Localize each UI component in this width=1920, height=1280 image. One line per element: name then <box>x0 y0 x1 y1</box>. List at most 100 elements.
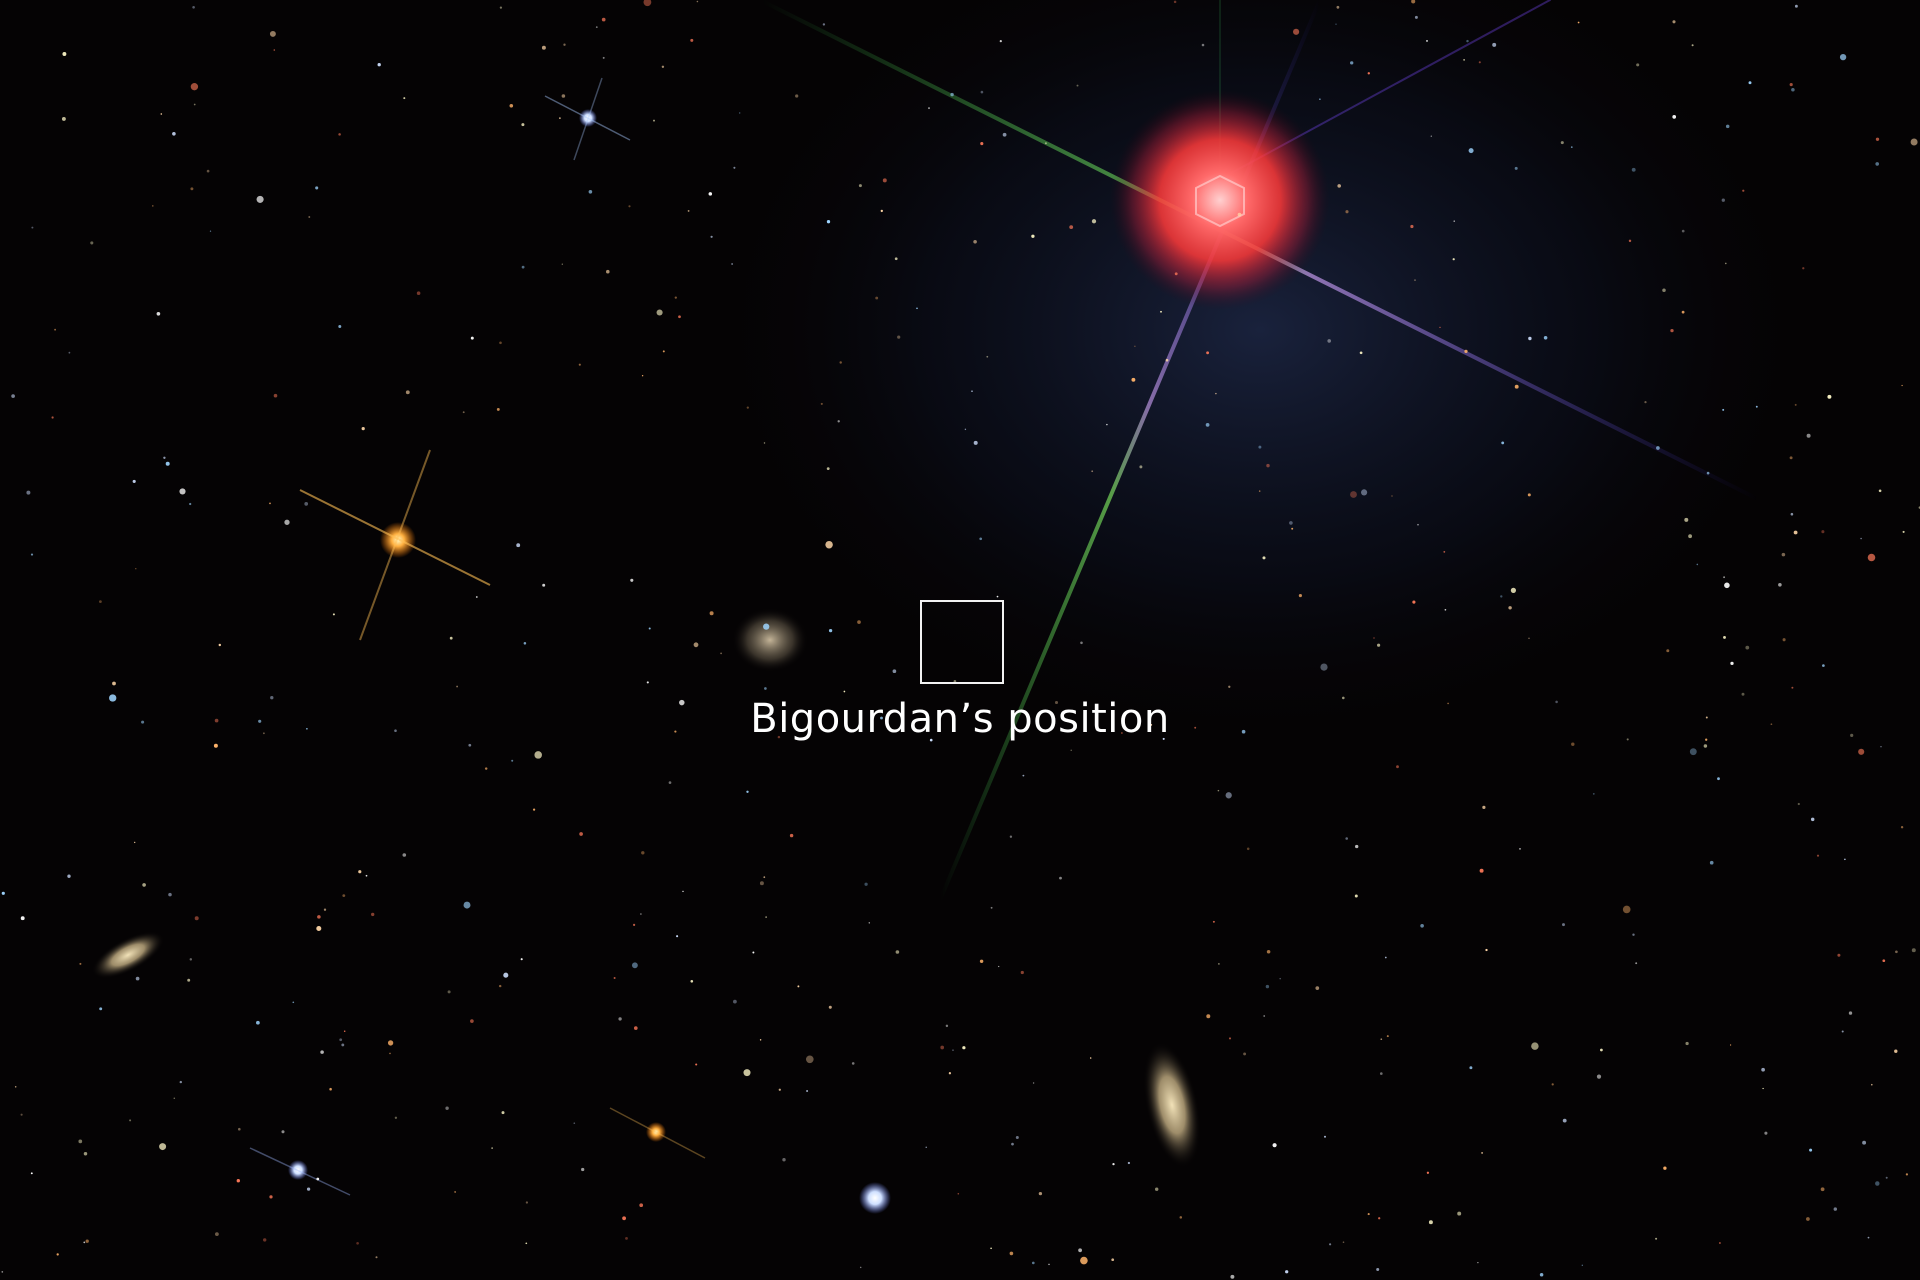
field-star <box>1 1271 4 1273</box>
field-star <box>1894 1049 1898 1053</box>
field-star <box>820 402 823 405</box>
field-star <box>1900 826 1904 829</box>
field-star <box>356 1241 359 1245</box>
field-star <box>1910 138 1918 146</box>
field-star <box>263 732 265 735</box>
field-star <box>1622 905 1631 914</box>
field-star <box>1672 115 1677 119</box>
field-star <box>470 336 474 340</box>
field-star <box>1531 1042 1539 1050</box>
field-star <box>797 985 800 988</box>
field-star <box>1577 21 1580 24</box>
field-star <box>1457 1211 1462 1216</box>
field-star <box>1858 748 1865 755</box>
field-star <box>491 1147 493 1149</box>
field-star <box>56 1253 59 1256</box>
field-star <box>1705 716 1708 719</box>
field-star <box>156 311 161 316</box>
field-star <box>1106 423 1108 426</box>
field-star <box>894 257 898 261</box>
field-star <box>1150 724 1153 726</box>
field-star <box>1662 288 1666 293</box>
field-star <box>1672 20 1676 24</box>
orange-star <box>299 449 491 641</box>
field-star <box>1179 1216 1183 1219</box>
field-star <box>682 890 684 893</box>
field-star <box>1212 920 1215 923</box>
field-star <box>618 1017 622 1021</box>
field-star <box>192 6 195 9</box>
field-star <box>306 1187 311 1191</box>
field-star <box>14 1086 17 1088</box>
field-star <box>1015 1135 1019 1140</box>
field-star <box>1011 1142 1014 1146</box>
field-star <box>1850 733 1854 737</box>
field-star <box>828 628 833 633</box>
field-star <box>1466 39 1469 43</box>
field-star <box>1367 1213 1370 1216</box>
field-star <box>1069 225 1074 230</box>
field-star <box>521 265 525 269</box>
field-star <box>484 767 488 770</box>
field-star <box>542 583 546 587</box>
spiky-star-bottom-center <box>609 1107 706 1159</box>
field-star <box>1485 948 1488 952</box>
field-star <box>1875 162 1880 166</box>
field-star <box>365 874 368 877</box>
field-star <box>1031 1261 1035 1265</box>
field-star <box>1319 98 1321 100</box>
field-star <box>709 611 714 616</box>
field-star <box>152 205 154 207</box>
field-star <box>269 502 271 505</box>
field-star <box>1514 166 1518 170</box>
field-star <box>613 977 616 979</box>
field-star <box>628 205 631 208</box>
field-star <box>129 1119 132 1122</box>
field-star <box>1709 860 1714 865</box>
field-star <box>880 209 883 213</box>
field-star <box>1741 692 1745 696</box>
field-star <box>738 112 741 114</box>
field-star <box>281 1130 285 1134</box>
field-star <box>763 623 770 630</box>
field-star <box>1666 649 1670 653</box>
field-star <box>1237 212 1242 217</box>
field-star <box>826 467 830 470</box>
field-star <box>1320 663 1328 671</box>
field-star <box>179 488 186 495</box>
field-star <box>1543 336 1548 340</box>
field-star <box>1500 595 1503 598</box>
field-star <box>1070 749 1072 751</box>
field-star <box>1468 148 1474 154</box>
field-star <box>1596 1074 1602 1079</box>
field-star <box>1377 643 1381 647</box>
field-star <box>622 1216 627 1221</box>
field-star <box>1721 198 1725 202</box>
field-star <box>1809 1148 1813 1152</box>
field-star <box>394 1116 398 1119</box>
field-star <box>1386 1035 1389 1038</box>
field-star <box>1112 1162 1115 1166</box>
field-star <box>462 411 465 414</box>
spiky-star-top-left <box>544 77 631 161</box>
field-star <box>674 296 677 299</box>
field-star <box>950 92 954 97</box>
field-star <box>1417 523 1419 526</box>
field-star <box>851 1062 855 1065</box>
field-star <box>581 1167 585 1172</box>
field-star <box>573 1122 576 1125</box>
field-star <box>358 870 362 874</box>
field-star <box>99 600 102 603</box>
field-star <box>962 1046 966 1050</box>
field-star <box>387 1040 394 1046</box>
field-star <box>273 393 278 398</box>
field-star <box>632 923 636 927</box>
field-star <box>85 1239 89 1243</box>
field-star <box>1528 637 1530 639</box>
field-star <box>1508 606 1512 610</box>
field-star <box>1380 1038 1383 1041</box>
field-star <box>1038 1191 1043 1196</box>
field-star <box>189 502 192 506</box>
field-star <box>880 716 883 720</box>
field-star <box>402 853 407 857</box>
